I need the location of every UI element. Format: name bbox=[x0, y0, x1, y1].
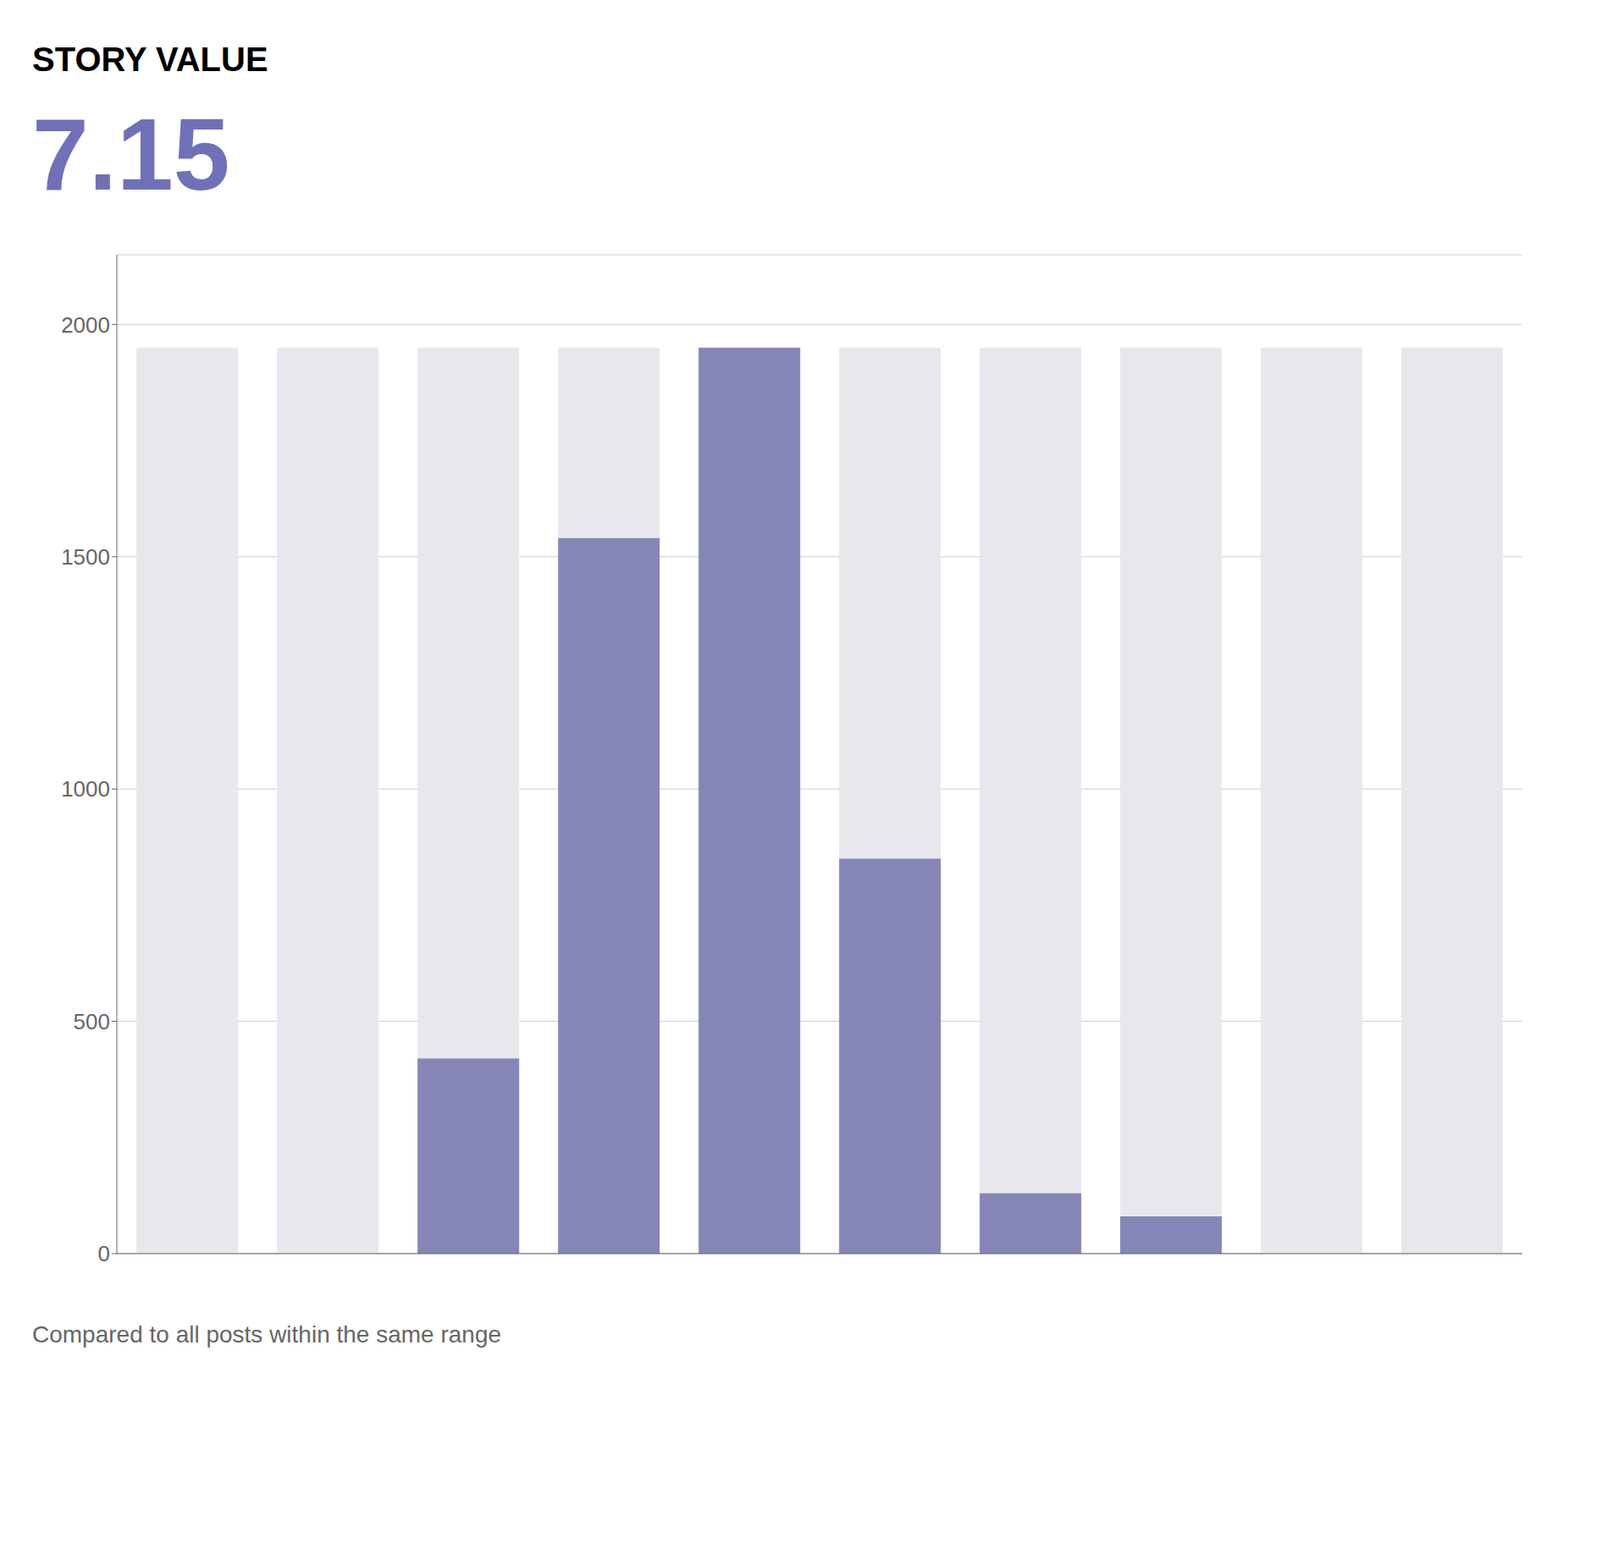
svg-text:500: 500 bbox=[73, 1009, 111, 1035]
html-text:7.15: 7.15 bbox=[32, 97, 230, 211]
html-text:STORY VALUE: STORY VALUE bbox=[32, 40, 269, 78]
svg-text:1000: 1000 bbox=[60, 776, 111, 802]
svg-text:0: 0 bbox=[98, 1241, 111, 1267]
svg-text:2000: 2000 bbox=[60, 312, 111, 338]
svg-text:1500: 1500 bbox=[60, 544, 111, 570]
html-text:Compared to all posts within t: Compared to all posts within the same ra… bbox=[32, 1321, 502, 1348]
